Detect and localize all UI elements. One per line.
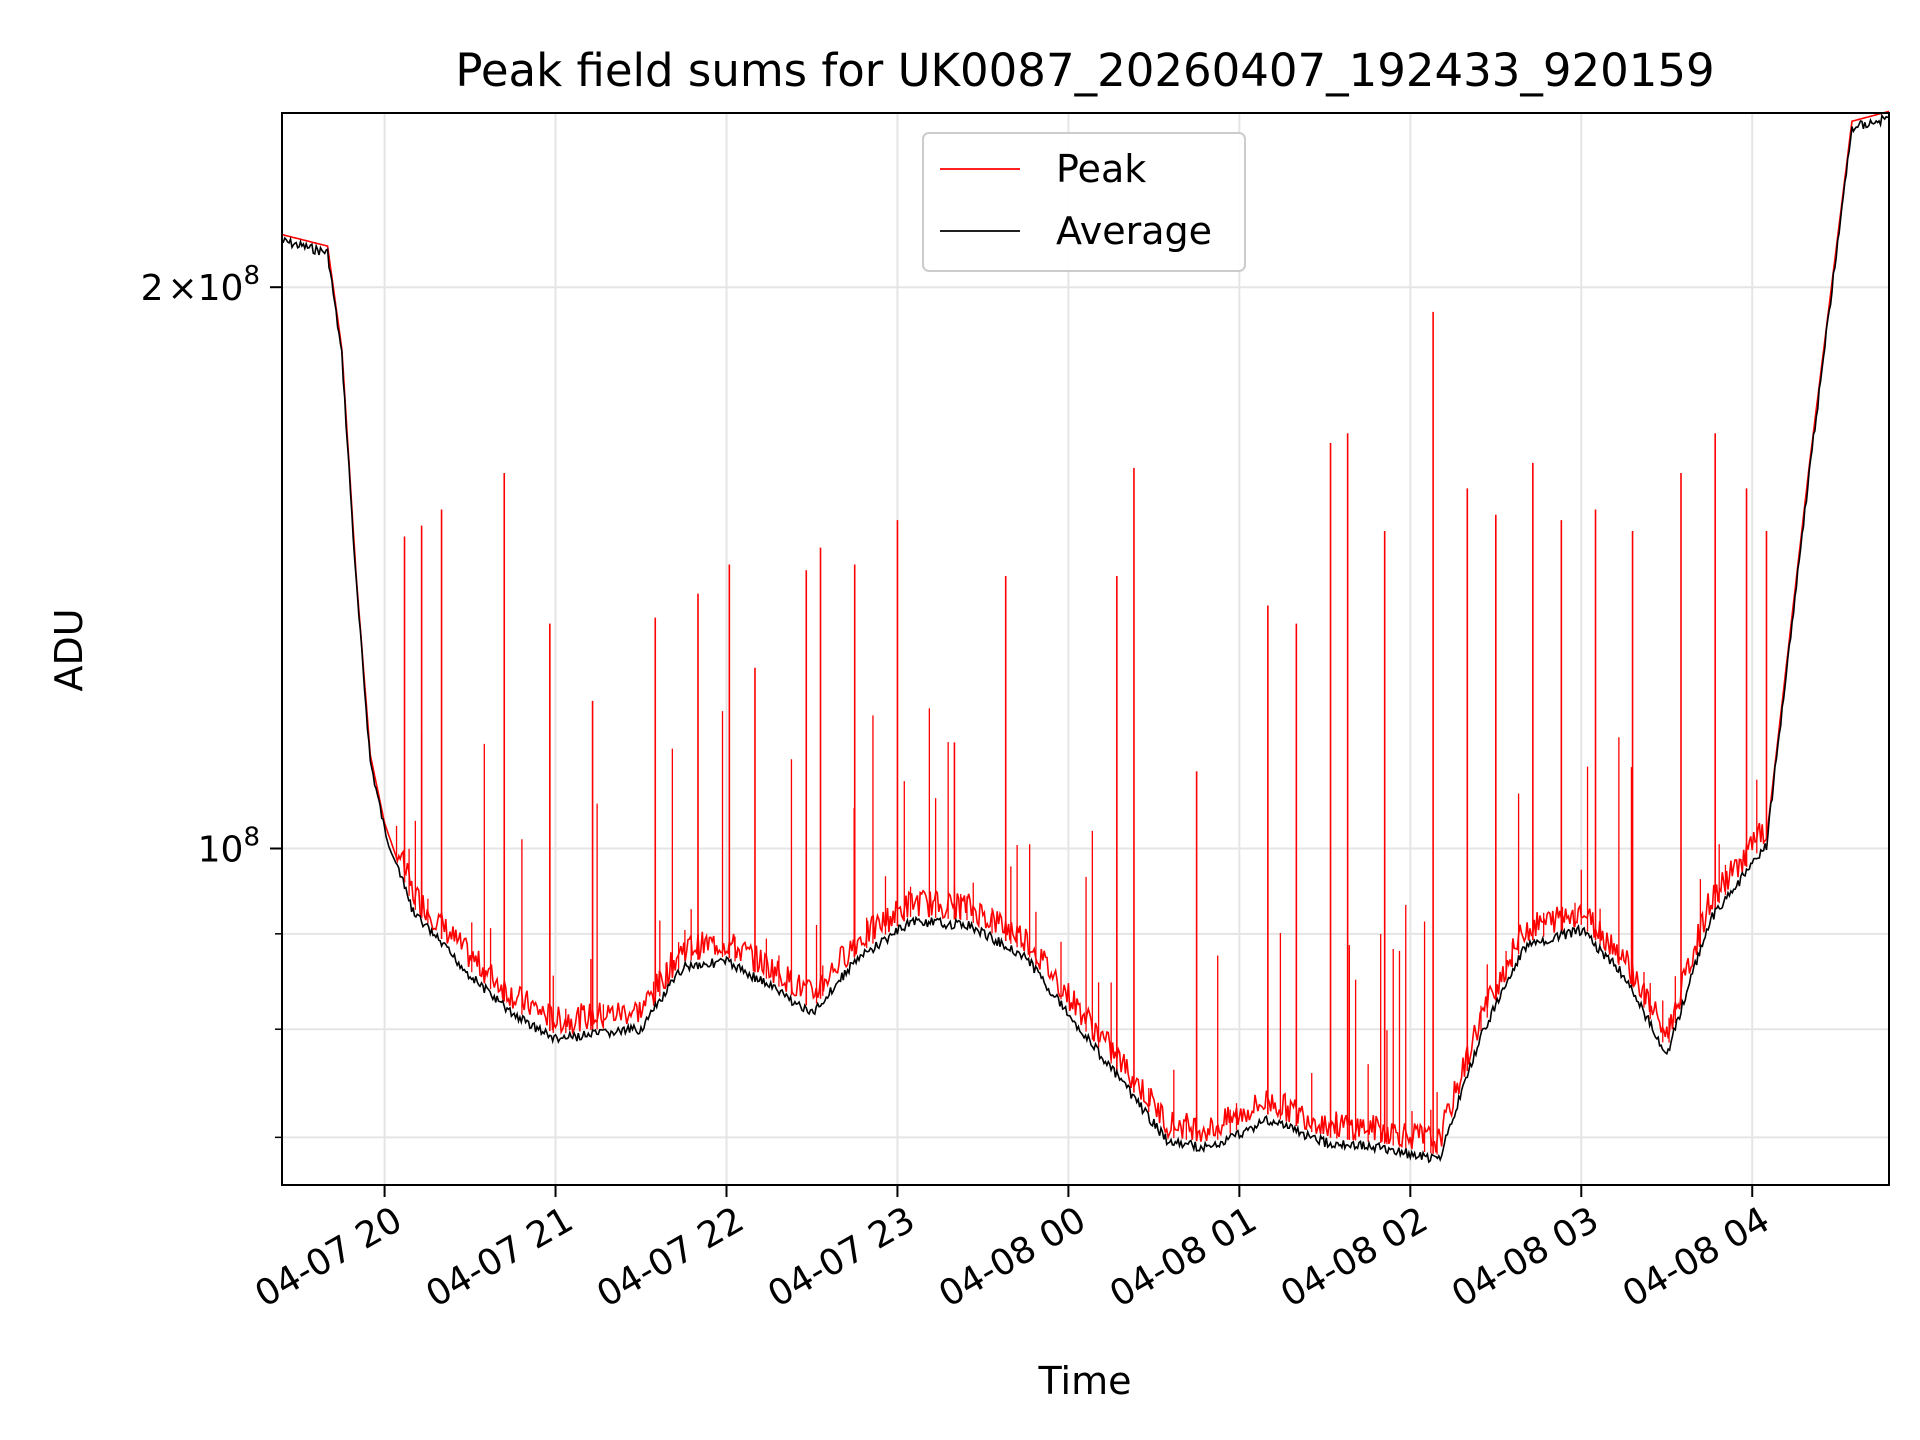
y-tick-label-part: 10 (198, 830, 244, 871)
y-axis-label: ADU (47, 608, 91, 691)
y-tick-label-part: 2 (141, 268, 164, 309)
y-tick-label-part: 8 (243, 261, 260, 291)
y-tick-label-part: 8 (243, 823, 260, 853)
y-tick-label-part: × (167, 268, 197, 309)
x-axis-label: Time (1038, 1359, 1132, 1403)
y-tick-label-part: 10 (198, 268, 244, 309)
legend-label-peak: Peak (1056, 147, 1146, 191)
legend: Peak Average (922, 132, 1246, 272)
legend-label-average: Average (1056, 209, 1212, 253)
y-tick-label: 108 (198, 823, 260, 871)
axes-frame (281, 112, 1890, 1186)
plot-area (281, 110, 1890, 1164)
y-tick-label: 2 ×108 (141, 261, 260, 309)
chart-title: Peak field sums for UK0087_20260407_1924… (455, 44, 1714, 97)
legend-box (922, 132, 1246, 272)
series-average-line (281, 113, 1890, 1164)
